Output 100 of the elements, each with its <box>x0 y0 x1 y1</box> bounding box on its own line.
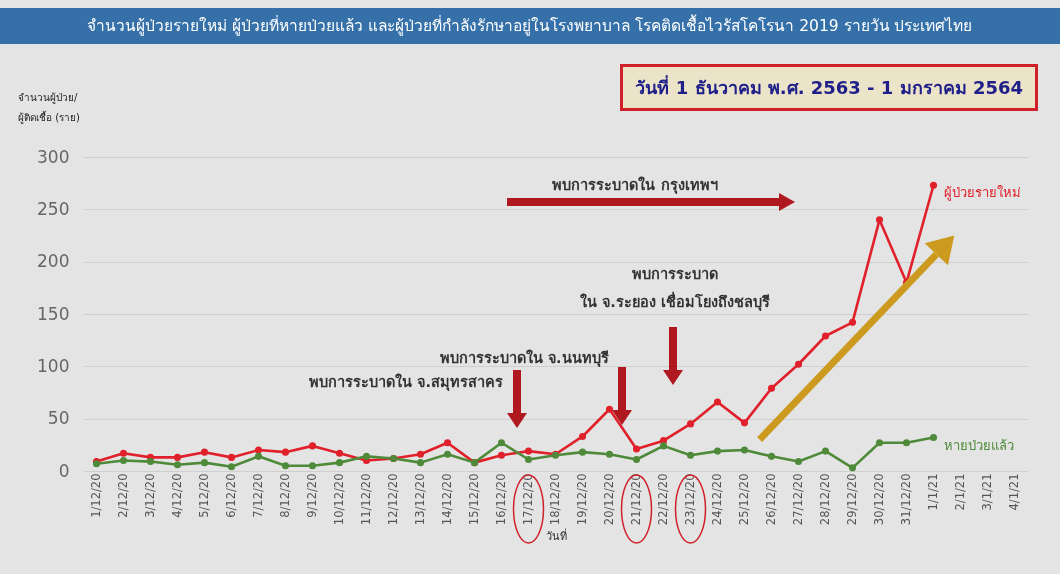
x-tick-label: 13/12/20 <box>413 473 427 526</box>
x-tick-label: 19/12/20 <box>575 473 589 526</box>
x-tick-label: 11/12/20 <box>359 473 373 526</box>
point <box>335 459 344 467</box>
point <box>767 384 776 392</box>
x-tick-label: 16/12/20 <box>494 473 508 526</box>
point <box>605 405 614 413</box>
x-tick-label: 1/12/20 <box>89 473 103 518</box>
point <box>821 332 830 340</box>
point <box>443 450 452 458</box>
point <box>686 451 695 459</box>
x-tick-label: 2/12/20 <box>116 473 130 518</box>
point <box>281 462 290 470</box>
point <box>254 452 263 460</box>
point <box>416 459 425 467</box>
x-tick-label: 4/12/20 <box>170 473 184 518</box>
point <box>497 439 506 447</box>
x-tick-label: 26/12/20 <box>764 473 778 526</box>
point <box>929 181 938 189</box>
x-tick-label: 1/1/21 <box>926 473 940 511</box>
x-tick-label: 8/12/20 <box>278 473 292 518</box>
x-tick-label: 2/1/21 <box>953 473 967 511</box>
point <box>848 464 857 472</box>
point <box>578 448 587 456</box>
annotation: พบการระบาดใน จ.นนทบุรี <box>440 349 609 367</box>
point <box>308 442 317 450</box>
x-tick-label: 9/12/20 <box>305 473 319 518</box>
point <box>308 462 317 470</box>
point <box>875 439 884 447</box>
series-label: ผู้ป่วยรายใหม่ <box>943 185 1021 202</box>
point <box>605 450 614 458</box>
x-tick-label: 4/1/21 <box>1007 473 1021 511</box>
y-tick-label: 100 <box>37 355 70 376</box>
point <box>497 451 506 459</box>
x-tick-label: 17/12/20 <box>521 473 535 526</box>
x-tick-label: 3/1/21 <box>980 473 994 511</box>
y-tick-label: 300 <box>37 146 70 167</box>
point <box>686 420 695 428</box>
point <box>524 455 533 464</box>
x-tick-label: 21/12/20 <box>629 473 643 526</box>
x-tick-label: 14/12/20 <box>440 473 454 526</box>
point <box>119 457 128 465</box>
y-tick-label: 250 <box>37 198 70 219</box>
point <box>146 458 155 466</box>
point <box>227 453 236 461</box>
chart-subtitle: วันที่ 1 ธันวาคม พ.ศ. 2563 - 1 มกราคม 2564 <box>620 64 1038 111</box>
point <box>821 447 830 455</box>
x-tick-label: 24/12/20 <box>710 473 724 526</box>
point <box>929 433 938 442</box>
series-label: หายป่วยแล้ว <box>943 437 1014 453</box>
point <box>254 446 263 454</box>
annotation: พบการระบาดใน จ.สมุทรสาคร <box>309 373 503 391</box>
point <box>902 439 911 447</box>
x-tick-label: 27/12/20 <box>791 473 805 526</box>
y-axis-title: จำนวนผู้ป่วย/ ผู้ติดเชื้อ (ราย) <box>18 91 80 126</box>
point <box>794 360 803 368</box>
chart-title: จำนวนผู้ป่วยรายใหม่ ผู้ป่วยที่หายป่วยแล้ว และผู้ป่วยที่กำลังรักษาอยู่ในโรงพยาบาล โรคติดเชื้อไวรัสโคโรนา 2019 รายวัน ประเทศไทย <box>0 8 1060 44</box>
point <box>416 450 425 458</box>
x-tick-label: 23/12/20 <box>683 473 697 526</box>
point <box>200 448 209 456</box>
point <box>740 419 749 427</box>
point <box>173 453 182 461</box>
point <box>632 445 641 453</box>
point <box>443 439 452 447</box>
annotation: พบการระบาด ใน จ.ระยอง เชื่อมโยงถึงชลบุรี <box>580 266 770 311</box>
point <box>875 216 884 224</box>
annotation: พบการระบาดใน กรุงเทพฯ <box>552 176 718 194</box>
x-tick-label: 31/12/20 <box>899 473 913 526</box>
point <box>200 459 209 467</box>
x-tick-label: 18/12/20 <box>548 473 562 526</box>
x-tick-label: 3/12/20 <box>143 473 157 518</box>
point <box>632 455 641 464</box>
y-tick-label: 50 <box>47 408 70 429</box>
point <box>848 318 857 326</box>
x-tick-label: 12/12/20 <box>386 473 400 526</box>
point <box>335 449 344 457</box>
y-tick-label: 150 <box>37 303 70 324</box>
x-tick-label: 30/12/20 <box>872 473 886 526</box>
point <box>740 446 749 454</box>
x-tick-label: 5/12/20 <box>197 473 211 518</box>
x-tick-label: 10/12/20 <box>332 473 346 526</box>
x-axis-title: วันที่ <box>545 528 567 544</box>
point <box>227 463 236 471</box>
point <box>713 398 722 406</box>
point <box>173 461 182 469</box>
x-tick-label: 20/12/20 <box>602 473 616 526</box>
point <box>794 458 803 466</box>
point <box>362 452 371 460</box>
x-tick-label: 7/12/20 <box>251 473 265 518</box>
point <box>119 449 128 457</box>
y-tick-label: 200 <box>37 251 70 272</box>
point <box>713 447 722 455</box>
point <box>767 452 776 460</box>
point <box>281 448 290 456</box>
y-tick-label: 0 <box>58 460 70 481</box>
x-tick-label: 15/12/20 <box>467 473 481 526</box>
x-tick-label: 6/12/20 <box>224 473 238 518</box>
x-tick-label: 25/12/20 <box>737 473 751 526</box>
x-tick-label: 28/12/20 <box>818 473 832 526</box>
x-tick-label: 22/12/20 <box>656 473 670 526</box>
